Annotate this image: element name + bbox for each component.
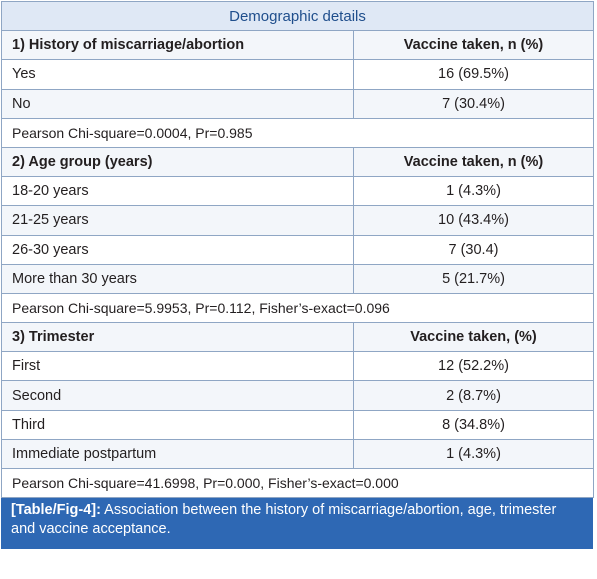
row-label: 26-30 years — [1, 234, 354, 265]
table-row: More than 30 years 5 (21.7%) — [1, 263, 594, 294]
row-value: 2 (8.7%) — [353, 380, 594, 411]
stat-text: Pearson Chi-square=5.9953, Pr=0.112, Fis… — [1, 292, 594, 324]
stat-row: Pearson Chi-square=5.9953, Pr=0.112, Fis… — [1, 292, 594, 324]
caption-text: Association between the history of misca… — [11, 502, 557, 538]
row-value: 7 (30.4) — [353, 234, 594, 265]
row-value: 8 (34.8%) — [353, 409, 594, 440]
table-title-row: Demographic details — [1, 0, 594, 32]
section-header: 2) Age group (years) — [1, 146, 354, 178]
row-label: Yes — [1, 59, 354, 90]
row-value: 1 (4.3%) — [353, 438, 594, 470]
row-label: 21-25 years — [1, 205, 354, 236]
table-row: Yes 16 (69.5%) — [1, 59, 594, 90]
row-label: Immediate postpartum — [1, 438, 354, 470]
row-label: 18-20 years — [1, 176, 354, 207]
stat-row: Pearson Chi-square=41.6998, Pr=0.000, Fi… — [1, 467, 594, 499]
section-header-row: 2) Age group (years) Vaccine taken, n (%… — [1, 146, 594, 178]
row-label: Third — [1, 409, 354, 440]
table-row: First 12 (52.2%) — [1, 351, 594, 382]
figure-caption: [Table/Fig-4]: Association between the h… — [1, 498, 593, 550]
row-label: Second — [1, 380, 354, 411]
stat-text: Pearson Chi-square=0.0004, Pr=0.985 — [1, 117, 594, 148]
table-row: 18-20 years 1 (4.3%) — [1, 176, 594, 207]
value-header: Vaccine taken, (%) — [353, 322, 594, 353]
caption-label: [Table/Fig-4]: — [11, 502, 101, 519]
table-row: Third 8 (34.8%) — [1, 409, 594, 440]
demographic-table: Demographic details 1) History of miscar… — [1, 0, 594, 499]
row-label: More than 30 years — [1, 263, 354, 294]
row-label: No — [1, 88, 354, 119]
section-header: 3) Trimester — [1, 322, 354, 353]
table-title: Demographic details — [1, 0, 594, 32]
table-row: 21-25 years 10 (43.4%) — [1, 205, 594, 236]
table-row: Second 2 (8.7%) — [1, 380, 594, 411]
row-value: 5 (21.7%) — [353, 263, 594, 294]
row-label: First — [1, 351, 354, 382]
stat-text: Pearson Chi-square=41.6998, Pr=0.000, Fi… — [1, 467, 594, 499]
table-figure: Demographic details 1) History of miscar… — [1, 0, 594, 550]
section-header-row: 3) Trimester Vaccine taken, (%) — [1, 322, 594, 353]
table-row: Immediate postpartum 1 (4.3%) — [1, 438, 594, 470]
section-header-row: 1) History of miscarriage/abortion Vacci… — [1, 30, 594, 61]
value-header: Vaccine taken, n (%) — [353, 146, 594, 178]
stat-row: Pearson Chi-square=0.0004, Pr=0.985 — [1, 117, 594, 148]
value-header: Vaccine taken, n (%) — [353, 30, 594, 61]
row-value: 16 (69.5%) — [353, 59, 594, 90]
row-value: 7 (30.4%) — [353, 88, 594, 119]
table-row: No 7 (30.4%) — [1, 88, 594, 119]
section-header: 1) History of miscarriage/abortion — [1, 30, 354, 61]
row-value: 10 (43.4%) — [353, 205, 594, 236]
row-value: 12 (52.2%) — [353, 351, 594, 382]
row-value: 1 (4.3%) — [353, 176, 594, 207]
table-row: 26-30 years 7 (30.4) — [1, 234, 594, 265]
